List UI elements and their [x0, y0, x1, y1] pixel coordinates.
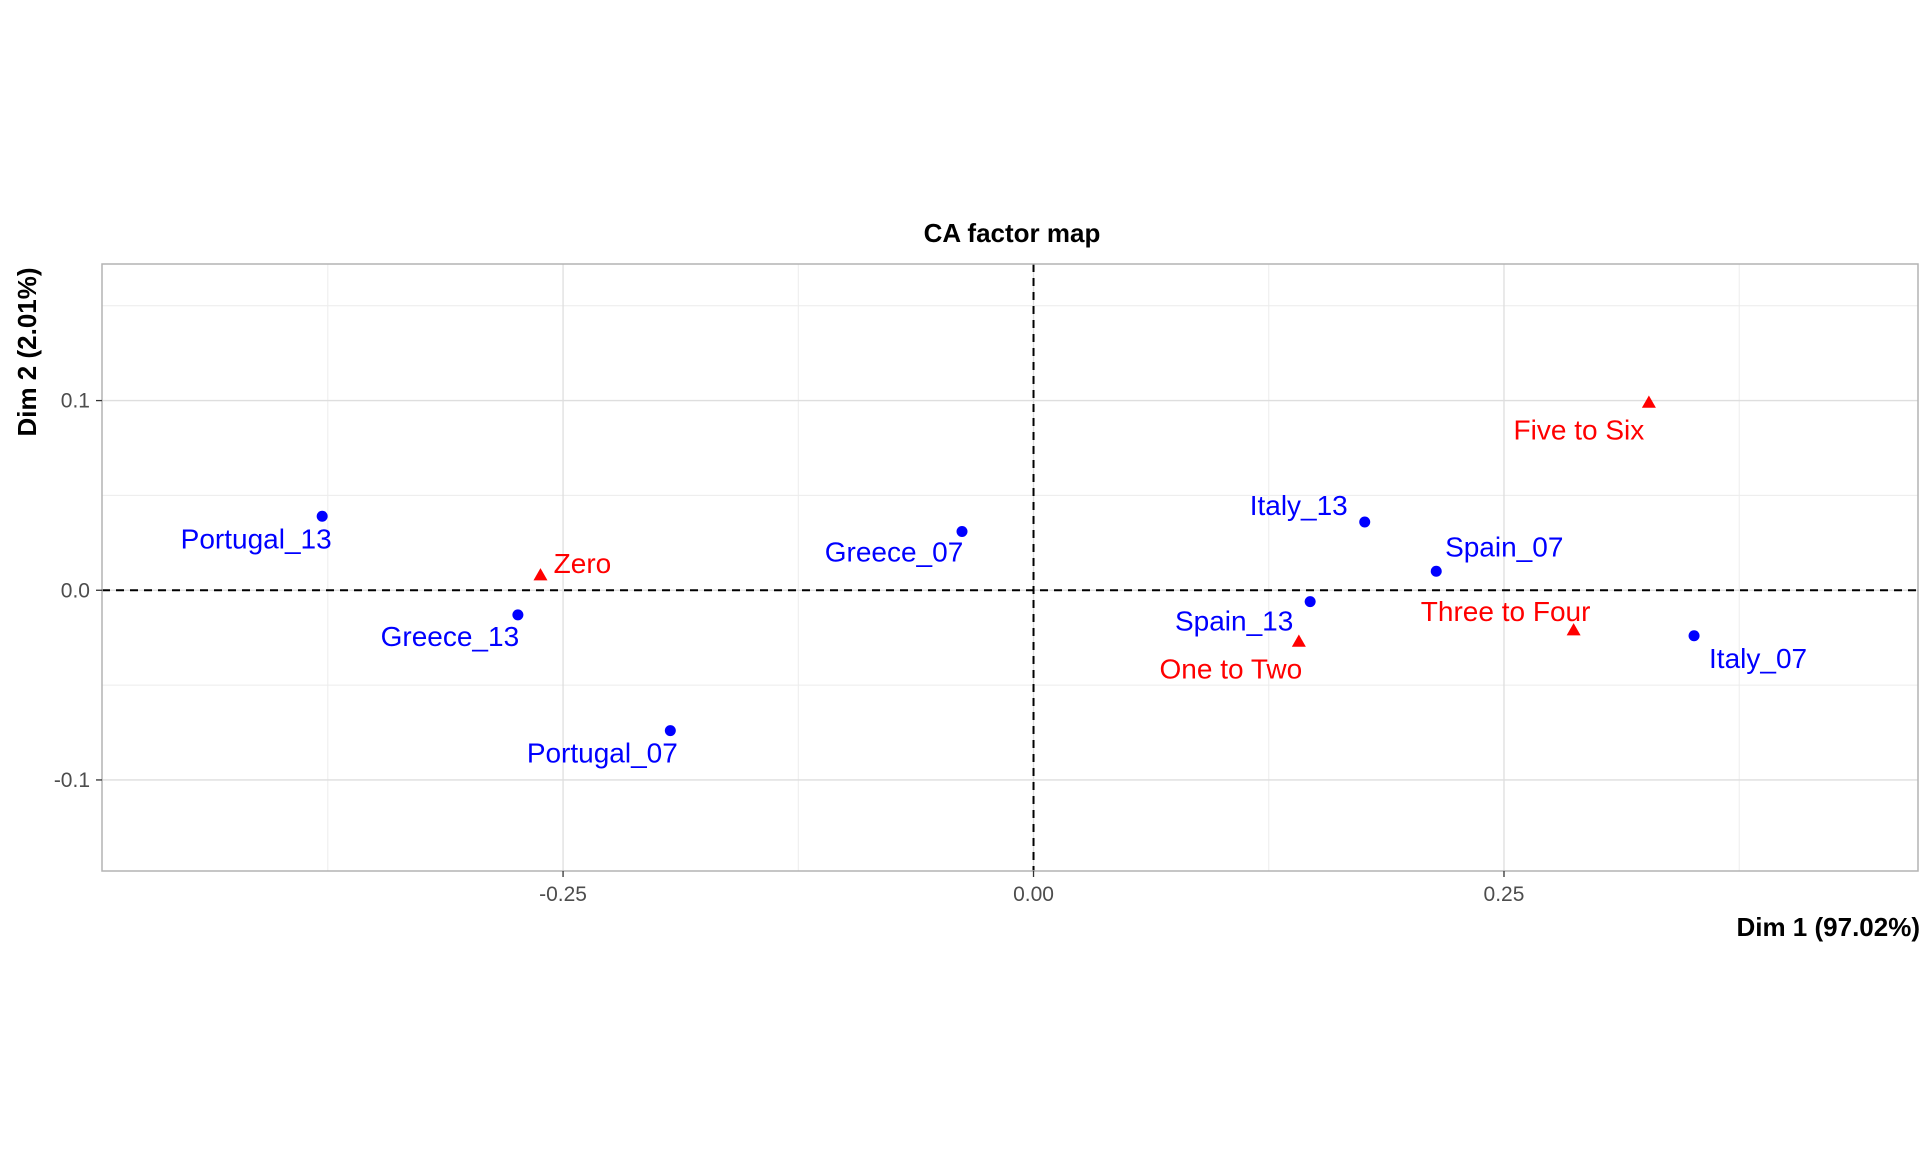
country-point-label: Greece_07: [825, 536, 964, 567]
y-axis-title: Dim 2 (2.01%): [12, 267, 42, 436]
reference-lines: [102, 264, 1918, 871]
country-point-marker: [1359, 516, 1371, 528]
category-point-marker: [1566, 623, 1581, 636]
category-point-label: Zero: [554, 548, 612, 579]
category-point-marker: [533, 568, 548, 581]
plot-panel-border: [101, 263, 1919, 872]
category-point-label: Three to Four: [1421, 596, 1591, 627]
x-tick-label: 0.25: [1484, 883, 1525, 906]
x-tick-label: 0.00: [1013, 883, 1054, 906]
category-point-marker: [1291, 634, 1306, 647]
country-point-marker: [956, 525, 968, 537]
y-tick-label: -0.1: [54, 769, 90, 792]
country-point-marker: [664, 725, 676, 737]
y-tick-label: 0.1: [61, 390, 90, 413]
country-point-label: Portugal_13: [181, 523, 332, 554]
country-point-marker: [316, 510, 328, 522]
category-point-label: Five to Six: [1514, 414, 1645, 445]
category-point-marker: [1641, 395, 1656, 408]
country-point-marker: [512, 609, 524, 621]
country-point-label: Spain_07: [1445, 531, 1563, 562]
y-tick-label: 0.0: [61, 579, 90, 602]
country-point-label: Spain_13: [1175, 606, 1293, 637]
data-points: [316, 395, 1700, 737]
chart-title: CA factor map: [924, 218, 1101, 248]
country-point-label: Portugal_07: [527, 738, 678, 769]
country-point-label: Italy_07: [1709, 643, 1807, 674]
data-point-labels: Portugal_13 Greece_13 Portugal_07 Greece_07…: [181, 414, 1807, 768]
category-point-label: One to Two: [1160, 653, 1303, 684]
x-tick-label: -0.25: [539, 883, 587, 906]
axis-ticks: -0.25 0.00 0.25 -0.1 0.0 0.1: [54, 390, 1525, 906]
country-point-label: Greece_13: [381, 621, 520, 652]
country-point-marker: [1304, 596, 1316, 608]
country-point-label: Italy_13: [1250, 490, 1348, 521]
country-point-marker: [1430, 565, 1442, 577]
country-point-marker: [1688, 630, 1700, 642]
x-axis-title: Dim 1 (97.02%): [1736, 912, 1920, 942]
